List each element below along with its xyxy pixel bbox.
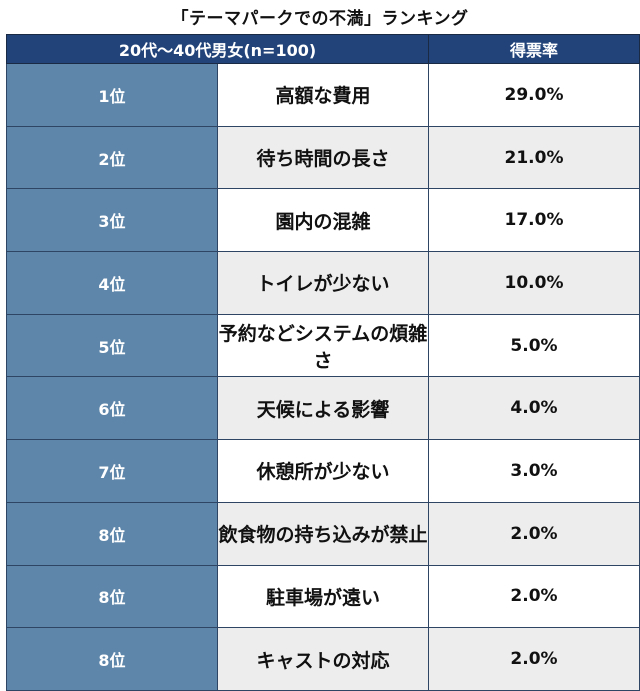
rank-cell: 2位 (6, 125, 218, 190)
rate-cell: 21.0% (428, 125, 640, 190)
table-row: 2位 待ち時間の長さ 21.0% (6, 125, 640, 190)
rank-cell: 4位 (6, 251, 218, 315)
ranking-table: 20代〜40代男女(n=100) 得票率 1位 高額な費用 29.0% 2位 待… (6, 34, 640, 691)
table-row: 3位 園内の混雑 17.0% (6, 188, 640, 253)
rank-cell: 1位 (6, 63, 218, 127)
table-row: 1位 高額な費用 29.0% (6, 63, 640, 127)
rank-cell: 5位 (6, 313, 218, 378)
rank-cell: 8位 (6, 501, 218, 566)
table-row: 6位 天候による影響 4.0% (6, 376, 640, 441)
rate-cell: 2.0% (428, 627, 640, 691)
rate-cell: 2.0% (428, 501, 640, 566)
table-row: 4位 トイレが少ない 10.0% (6, 251, 640, 315)
rate-cell: 17.0% (428, 188, 640, 253)
item-cell: 高額な費用 (217, 63, 429, 127)
rate-cell: 5.0% (428, 313, 640, 378)
ranking-title: 「テーマパークでの不満」ランキング (171, 9, 469, 29)
item-cell: 駐車場が遠い (217, 564, 429, 629)
item-cell: キャストの対応 (217, 627, 429, 691)
table-row: 8位 駐車場が遠い 2.0% (6, 564, 640, 629)
item-cell: トイレが少ない (217, 251, 429, 315)
rank-cell: 8位 (6, 627, 218, 691)
vote-rate-header: 得票率 (428, 34, 640, 64)
rate-cell: 10.0% (428, 251, 640, 315)
rank-cell: 8位 (6, 564, 218, 629)
item-cell: 休憩所が少ない (217, 439, 429, 503)
table-row: 8位 飲食物の持ち込みが禁止 2.0% (6, 501, 640, 566)
item-cell: 予約などシステムの煩雑さ (217, 313, 429, 378)
rate-cell: 4.0% (428, 376, 640, 441)
item-cell: 天候による影響 (217, 376, 429, 441)
table-row: 7位 休憩所が少ない 3.0% (6, 439, 640, 503)
item-cell: 飲食物の持ち込みが禁止 (217, 501, 429, 566)
table-header-row: 20代〜40代男女(n=100) 得票率 (6, 34, 640, 64)
rate-cell: 2.0% (428, 564, 640, 629)
rank-cell: 3位 (6, 188, 218, 253)
respondent-group-header: 20代〜40代男女(n=100) (6, 34, 429, 64)
rate-cell: 3.0% (428, 439, 640, 503)
item-cell: 園内の混雑 (217, 188, 429, 253)
table-row: 8位 キャストの対応 2.0% (6, 627, 640, 691)
rank-cell: 6位 (6, 376, 218, 441)
rank-cell: 7位 (6, 439, 218, 503)
table-row: 5位 予約などシステムの煩雑さ 5.0% (6, 313, 640, 378)
item-cell: 待ち時間の長さ (217, 125, 429, 190)
rate-cell: 29.0% (428, 63, 640, 127)
